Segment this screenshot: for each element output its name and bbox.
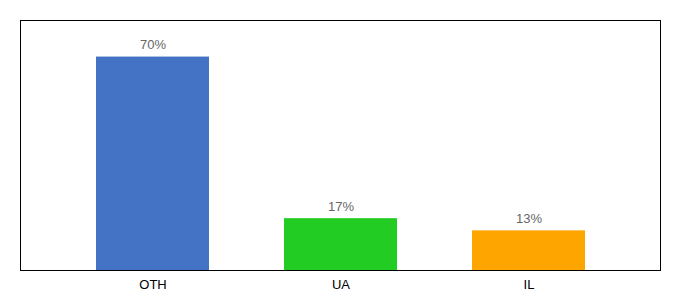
svg-text:70%: 70% <box>140 37 166 52</box>
svg-text:IL: IL <box>524 277 535 292</box>
svg-text:UA: UA <box>332 277 350 292</box>
svg-text:OTH: OTH <box>139 277 166 292</box>
svg-text:13%: 13% <box>516 211 542 226</box>
svg-text:17%: 17% <box>328 199 354 214</box>
